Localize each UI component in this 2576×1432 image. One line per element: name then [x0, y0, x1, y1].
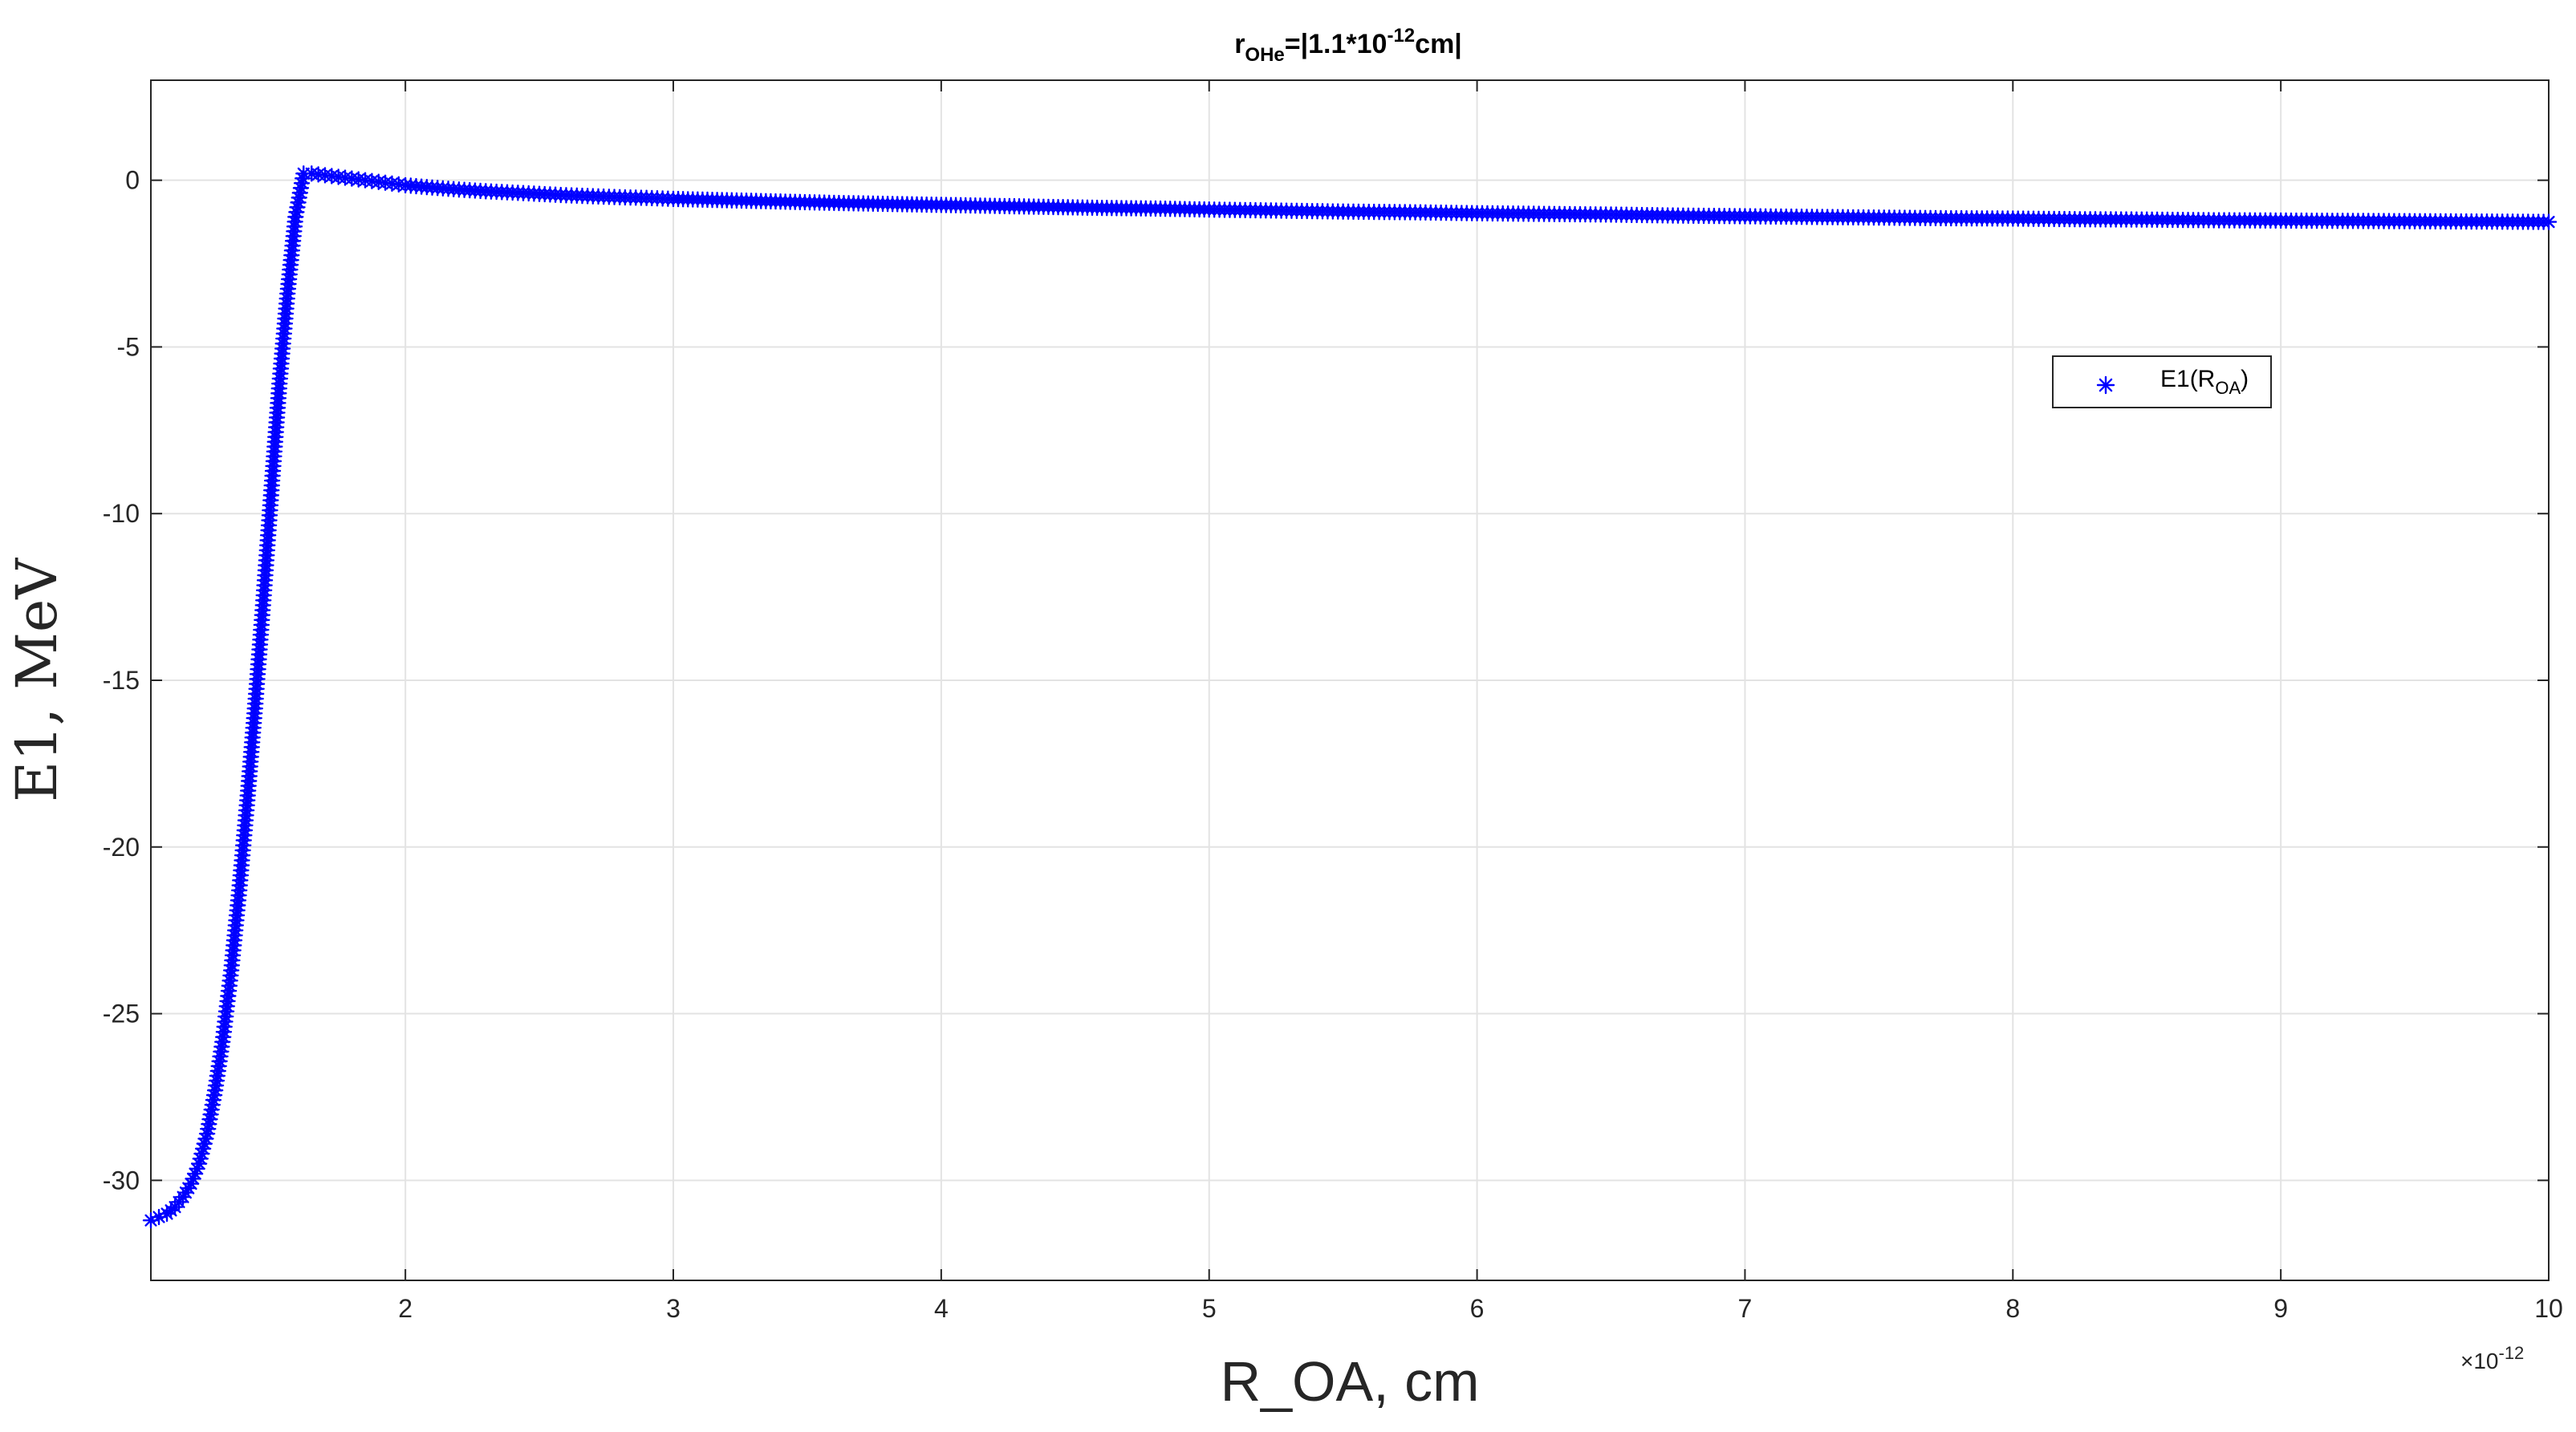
x-tick-label: 5 [1202, 1294, 1217, 1323]
x-tick-label: 4 [934, 1294, 949, 1323]
title-unit: cm| [1415, 29, 1462, 59]
legend-label-close: ) [2241, 366, 2249, 392]
title-subscript: OHe [1245, 44, 1284, 66]
data-point [142, 1211, 160, 1229]
y-tick-label: 0 [125, 166, 140, 195]
x-exponent-label: ×10-12 [2460, 1343, 2524, 1373]
title-equation: =|1.1*10 [1285, 29, 1388, 59]
x-exponent-times: ×10 [2460, 1349, 2499, 1373]
y-tick-label: -10 [103, 499, 140, 528]
legend: E1(ROA) [2052, 355, 2272, 408]
x-tick-label: 8 [2005, 1294, 2020, 1323]
title-superscript: -12 [1387, 25, 1415, 47]
data-layer [142, 165, 2558, 1229]
y-tick-label: -25 [103, 1000, 140, 1028]
legend-label-main: E1(R [2160, 366, 2215, 392]
x-tick-label: 3 [666, 1294, 681, 1323]
data-point [2540, 213, 2558, 230]
x-axis-label: R_OA, cm [1221, 1350, 1480, 1413]
legend-label-subscript: OA [2215, 378, 2241, 398]
tick-layer: 2 3 4 5 6 7 8 9 10 0 -5 -10 -15 -20 -25 -30 [103, 80, 2563, 1323]
chart-title: rOHe=|1.1*10-12cm| [1234, 25, 1462, 66]
legend-asterisk [2096, 375, 2115, 395]
y-axis-label: E1, MeV [4, 558, 70, 802]
legend-marker-asterisk-icon [2096, 375, 2115, 395]
legend-box [2052, 355, 2272, 408]
legend-label: E1(ROA) [2160, 366, 2249, 398]
y-tick-label: -5 [117, 332, 140, 361]
x-exponent-power: -12 [2499, 1343, 2525, 1363]
grid-layer [151, 80, 2549, 1280]
y-tick-label: -20 [103, 833, 140, 862]
x-tick-label: 2 [398, 1294, 412, 1323]
y-tick-label: -30 [103, 1166, 140, 1195]
x-tick-label: 10 [2534, 1294, 2563, 1323]
x-tick-label: 6 [1470, 1294, 1485, 1323]
x-tick-label: 9 [2273, 1294, 2288, 1323]
x-tick-label: 7 [1738, 1294, 1753, 1323]
title-r: r [1234, 29, 1245, 59]
y-tick-label: -15 [103, 666, 140, 695]
